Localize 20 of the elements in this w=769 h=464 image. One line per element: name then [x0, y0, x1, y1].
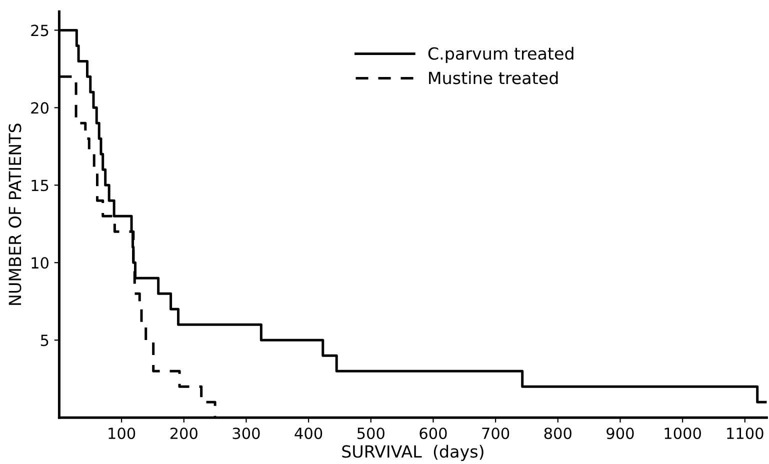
y-axis-title: NUMBER OF PATIENTS: [8, 124, 22, 305]
x-tick-label: 300: [232, 428, 260, 440]
x-axis-title: SURVIVAL (days): [342, 444, 484, 462]
x-tick-label: 500: [357, 428, 384, 440]
y-tick-label: 20: [31, 102, 48, 114]
x-tick-label: 800: [544, 428, 572, 440]
legend-label: C.parvum treated: [428, 46, 574, 64]
x-tick-label: 700: [482, 428, 510, 440]
y-tick-label: 5: [40, 334, 48, 346]
x-tick-label: 400: [294, 428, 322, 440]
y-tick-label: 15: [32, 180, 48, 192]
legend-label: Mustine treated: [429, 71, 558, 84]
y-tick-label: 10: [32, 257, 48, 269]
x-tick-label: 100: [108, 428, 136, 440]
x-tick-label: 1100: [727, 428, 764, 440]
x-tick-label: 900: [606, 428, 634, 440]
x-tick-label: 200: [170, 428, 198, 440]
x-tick-label: 1000: [664, 428, 701, 440]
x-tick-label: 600: [420, 428, 447, 440]
y-tick-label: 25: [31, 24, 48, 36]
